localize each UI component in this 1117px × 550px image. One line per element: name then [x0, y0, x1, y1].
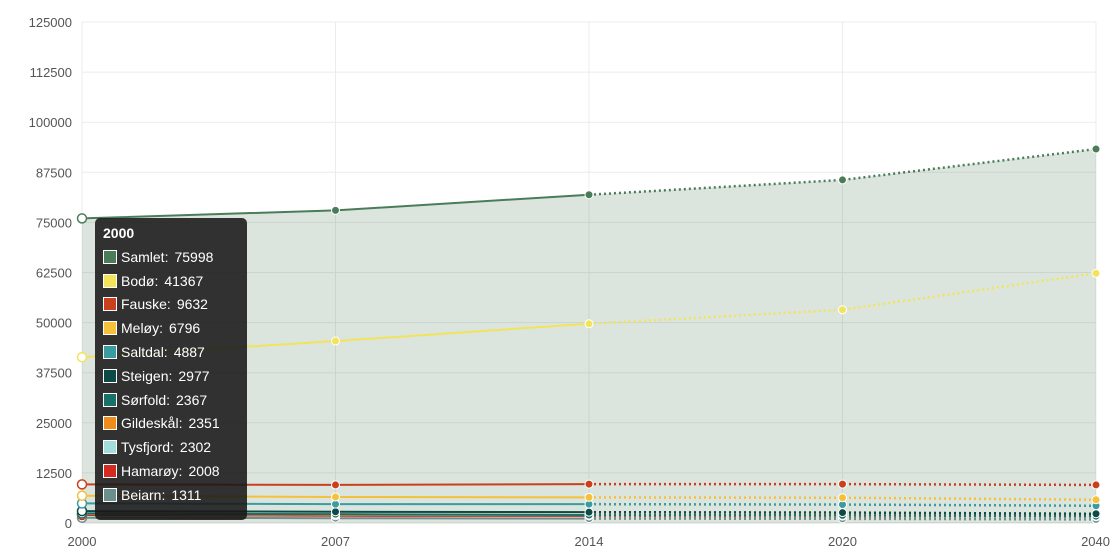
data-point — [584, 492, 594, 502]
tooltip-value: 9632 — [176, 296, 208, 313]
tooltip-swatch — [103, 345, 117, 360]
tooltip-rows: Samlet: 75998 Bodø: 41367 Fauske: 9632 Meløy: 6… — [103, 245, 239, 507]
tooltip-value: 2008 — [188, 463, 220, 480]
data-point — [1091, 509, 1101, 519]
tooltip-value: 75998 — [174, 248, 214, 265]
data-point — [331, 507, 340, 517]
y-axis: 0 12500 25000 37500 50000 62500 75000 87500 1000… — [29, 15, 72, 531]
tooltip-swatch — [103, 416, 117, 431]
tooltip-value: 4887 — [173, 344, 205, 361]
x-tick-label: 2014 — [575, 534, 604, 549]
tooltip-row: Samlet: 75998 — [103, 245, 239, 269]
tooltip-swatch — [103, 464, 117, 479]
y-tick-label: 25000 — [36, 416, 72, 431]
tooltip-row: Tysfjord: 2302 — [103, 435, 239, 459]
tooltip-label: Steigen: — [121, 367, 173, 384]
data-point — [331, 336, 340, 346]
x-tick-label: 2040 — [1081, 534, 1110, 549]
tooltip-label: Hamarøy: — [121, 463, 183, 480]
tooltip-swatch — [103, 297, 117, 312]
y-tick-label: 112500 — [30, 65, 72, 80]
y-tick-label: 0 — [65, 516, 72, 531]
data-point — [838, 508, 847, 518]
tooltip-label: Saltdal: — [121, 344, 168, 361]
tooltip-value: 41367 — [164, 272, 204, 289]
y-tick-label: 12500 — [36, 466, 72, 481]
tooltip-label: Meløy: — [121, 320, 163, 337]
chart-tooltip: 2000 Samlet: 75998 Bodø: 41367 Fauske: 9632 Me… — [95, 218, 247, 520]
data-point — [584, 479, 594, 489]
tooltip-label: Fauske: — [121, 296, 171, 313]
data-point — [584, 190, 594, 200]
data-point — [1091, 480, 1101, 490]
data-point — [331, 480, 340, 490]
tooltip-swatch — [103, 249, 117, 264]
x-tick-label: 2007 — [321, 534, 350, 549]
tooltip-row: Hamarøy: 2008 — [103, 459, 239, 483]
y-tick-label: 37500 — [36, 366, 72, 381]
tooltip-value: 2302 — [179, 439, 212, 456]
tooltip-value: 2351 — [188, 415, 220, 432]
tooltip-label: Samlet: — [121, 248, 169, 265]
tooltip-value: 1311 — [171, 486, 202, 503]
data-point — [838, 479, 847, 489]
data-point — [1091, 495, 1101, 505]
data-point — [1091, 144, 1101, 154]
data-point — [331, 492, 340, 502]
tooltip-row: Bodø: 41367 — [103, 269, 239, 293]
tooltip-row: Saltdal: 4887 — [103, 340, 239, 364]
data-point — [1091, 268, 1101, 278]
y-tick-label: 87500 — [36, 165, 72, 180]
tooltip-swatch — [103, 321, 117, 336]
tooltip-row: Sørfold: 2367 — [103, 388, 239, 412]
y-tick-label: 75000 — [36, 215, 72, 230]
y-tick-label: 125000 — [29, 15, 72, 30]
tooltip-row: Beiarn: 1311 — [103, 483, 239, 507]
data-point — [584, 507, 594, 517]
series-area — [82, 149, 1096, 524]
y-tick-label: 100000 — [29, 115, 72, 130]
tooltip-row: Fauske: 9632 — [103, 293, 239, 317]
tooltip-row: Steigen: 2977 — [103, 364, 239, 388]
tooltip-label: Sørfold: — [121, 391, 171, 408]
tooltip-label: Bodø: — [121, 272, 159, 289]
tooltip-label: Beiarn: — [121, 486, 166, 503]
data-point-hover — [76, 490, 88, 502]
x-tick-label: 2000 — [68, 534, 97, 549]
data-point-hover — [76, 213, 88, 224]
data-point — [584, 319, 594, 329]
tooltip-title: 2000 — [103, 225, 135, 241]
tooltip-value: 6796 — [169, 320, 201, 337]
data-points — [76, 144, 1101, 524]
tooltip-swatch — [103, 368, 117, 383]
data-point — [838, 305, 847, 315]
data-point — [838, 175, 847, 185]
data-point — [331, 205, 340, 215]
tooltip-label: Gildeskål: — [121, 415, 183, 432]
tooltip-value: 2367 — [176, 391, 208, 408]
tooltip-swatch — [103, 440, 117, 455]
y-tick-label: 50000 — [36, 316, 72, 331]
x-axis: 2000 2007 2014 2020 2040 — [68, 522, 1110, 549]
y-tick-label: 62500 — [36, 266, 72, 281]
tooltip-label: Tysfjord: — [121, 439, 174, 456]
tooltip-value: 2977 — [178, 367, 210, 384]
area-fill — [82, 149, 1096, 524]
tooltip-row: Meløy: 6796 — [103, 316, 239, 340]
tooltip-swatch — [103, 273, 117, 288]
tooltip-row: Gildeskål: 2351 — [103, 412, 239, 436]
data-point — [838, 493, 847, 503]
data-point-hover — [76, 351, 88, 363]
tooltip-swatch — [103, 392, 117, 407]
tooltip-swatch — [103, 487, 117, 502]
x-tick-label: 2020 — [828, 534, 857, 549]
data-point-hover — [76, 479, 88, 490]
